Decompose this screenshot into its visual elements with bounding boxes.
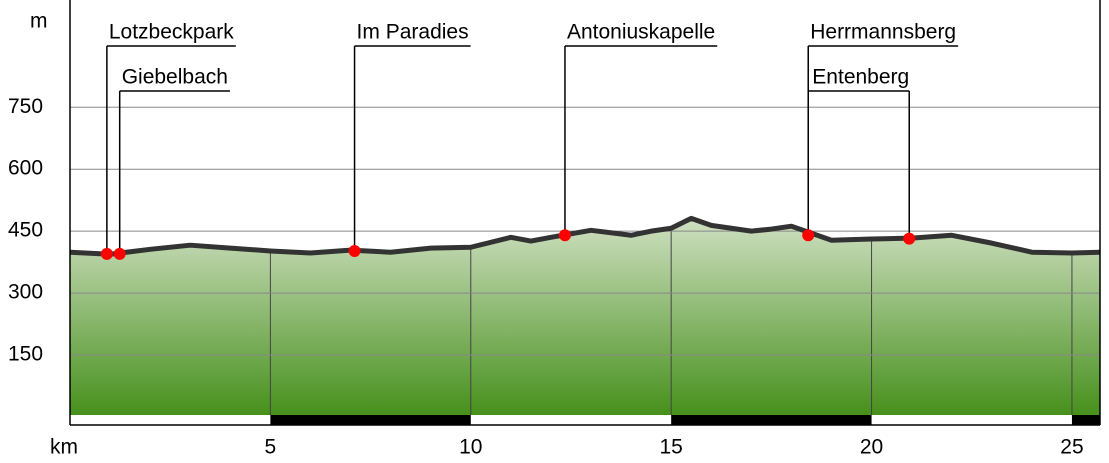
- y-tick-label: 150: [8, 343, 43, 366]
- poi-marker: [348, 244, 361, 257]
- scale-bar: [270, 415, 471, 425]
- x-tick-label: 20: [860, 436, 883, 459]
- poi-marker: [802, 229, 815, 242]
- poi-marker: [113, 247, 126, 260]
- area-fill: [70, 218, 1100, 415]
- y-axis-label: m: [30, 10, 48, 33]
- poi-label: Antoniuskapelle: [567, 21, 715, 44]
- poi-label: Entenberg: [812, 66, 909, 89]
- x-tick-label: 5: [265, 436, 277, 459]
- y-tick-label: 300: [8, 281, 43, 304]
- x-axis-label: km: [50, 436, 78, 459]
- poi-label: Giebelbach: [122, 66, 228, 89]
- y-tick-label: 600: [8, 157, 43, 180]
- poi-label: Lotzbeckpark: [109, 21, 234, 44]
- poi-marker: [558, 229, 571, 242]
- x-tick-label: 25: [1060, 436, 1083, 459]
- x-tick-label: 10: [459, 436, 482, 459]
- poi-marker: [100, 247, 113, 260]
- scale-bar: [1071, 415, 1100, 425]
- y-tick-label: 450: [8, 219, 43, 242]
- scale-bar: [671, 415, 872, 425]
- poi-marker: [903, 232, 916, 245]
- poi-label: Herrmannsberg: [810, 21, 956, 44]
- poi-label: Im Paradies: [357, 21, 469, 44]
- y-tick-label: 750: [8, 95, 43, 118]
- x-tick-label: 15: [659, 436, 682, 459]
